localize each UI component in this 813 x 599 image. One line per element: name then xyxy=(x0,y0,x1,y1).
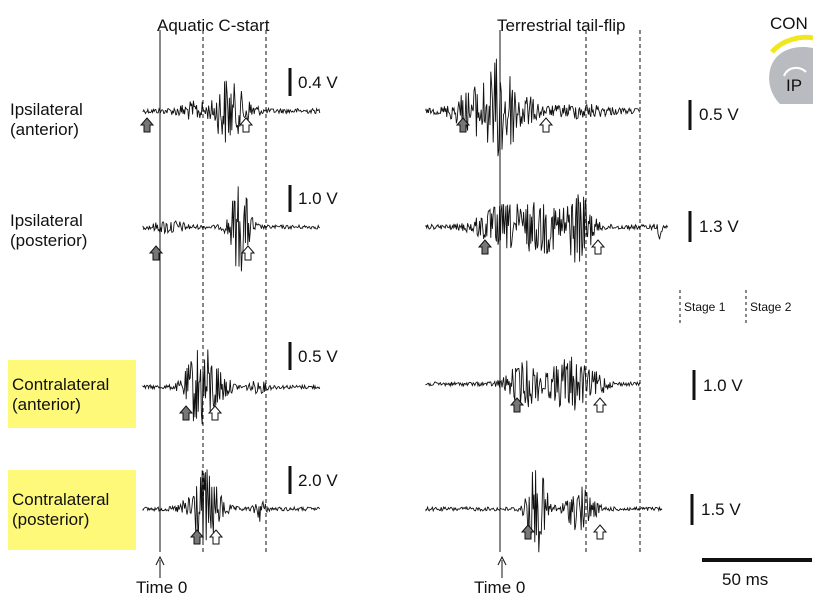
onset-arrow-open-15 xyxy=(592,524,608,540)
inset-ip-arc xyxy=(783,66,807,77)
row-label-line2: (posterior) xyxy=(12,510,90,529)
trace-terr-contra-ant xyxy=(425,356,641,411)
row-label-line2: (anterior) xyxy=(10,120,79,139)
onset-arrow-group xyxy=(139,117,608,545)
onset-arrow-open-7 xyxy=(208,529,224,545)
row-label-contralateral-anterior: Contralateral (anterior) xyxy=(12,375,109,415)
time-scale-label: 50 ms xyxy=(722,570,769,589)
scale-label-aquatic-r4: 2.0 V xyxy=(298,471,338,490)
scale-label-aquatic-r1: 0.4 V xyxy=(298,73,338,92)
body-position-inset xyxy=(769,34,813,104)
trace-aquatic-ipsi-post xyxy=(142,186,321,272)
onset-arrow-open-1 xyxy=(238,117,254,133)
onset-arrow-filled-6 xyxy=(189,529,205,545)
trace-aquatic-contra-ant xyxy=(142,349,321,425)
row-label-line1: Contralateral xyxy=(12,490,110,509)
onset-arrow-filled-4 xyxy=(178,405,194,421)
inset-con-arc xyxy=(770,34,813,54)
column-title-aquatic: Aquatic C-start xyxy=(157,16,270,35)
onset-arrow-open-5 xyxy=(207,405,223,421)
onset-arrow-open-3 xyxy=(240,245,256,261)
row-highlight-contralateral-anterior xyxy=(8,360,136,428)
trace-aquatic-ipsi-ant xyxy=(142,80,321,143)
stage-label-2: Stage 2 xyxy=(750,300,792,314)
column-title-terrestrial: Terrestrial tail-flip xyxy=(497,16,626,35)
trace-terr-ipsi-post xyxy=(425,194,669,263)
onset-arrow-open-13 xyxy=(592,397,608,413)
row-label-line1: Contralateral xyxy=(12,375,110,394)
scale-label-aquatic-r2: 1.0 V xyxy=(298,189,338,208)
onset-arrow-open-9 xyxy=(538,117,554,133)
row-highlight-contralateral-posterior xyxy=(8,470,136,550)
onset-arrow-open-11 xyxy=(590,239,606,255)
row-label-ipsilateral-posterior: Ipsilateral (posterior) xyxy=(10,211,87,251)
stage-label-1: Stage 1 xyxy=(684,300,726,314)
scale-label-terrestrial-r4: 1.5 V xyxy=(701,500,741,519)
row-label-line1: Ipsilateral xyxy=(10,100,83,119)
time-zero-label-aquatic: Time 0 xyxy=(136,578,188,597)
trace-terr-ipsi-ant xyxy=(425,58,641,157)
inset-label-ip: IP xyxy=(786,76,803,95)
emg-trace-group xyxy=(142,58,669,553)
onset-arrow-filled-8 xyxy=(455,117,471,133)
scale-label-terrestrial-r3: 1.0 V xyxy=(703,376,743,395)
scale-label-aquatic-r3: 0.5 V xyxy=(298,347,338,366)
inset-label-con: CON xyxy=(770,14,808,33)
row-label-ipsilateral-anterior: Ipsilateral (anterior) xyxy=(10,100,83,140)
onset-arrow-filled-14 xyxy=(520,524,536,540)
onset-arrow-filled-0 xyxy=(139,117,155,133)
row-label-line2: (anterior) xyxy=(12,395,81,414)
row-label-contralateral-posterior: Contralateral (posterior) xyxy=(12,490,109,530)
time-zero-label-terrestrial: Time 0 xyxy=(474,578,526,597)
onset-arrow-filled-2 xyxy=(148,245,164,261)
time-zero-arrow-terrestrial xyxy=(497,555,507,578)
scale-label-terrestrial-r1: 0.5 V xyxy=(699,105,739,124)
row-label-line2: (posterior) xyxy=(10,231,88,250)
trace-aquatic-contra-post xyxy=(142,469,321,544)
onset-arrow-filled-10 xyxy=(477,239,493,255)
onset-arrow-filled-12 xyxy=(509,397,525,413)
trace-terr-contra-post xyxy=(425,470,663,553)
row-label-line1: Ipsilateral xyxy=(10,211,83,230)
inset-body-shape xyxy=(769,46,813,104)
scale-label-terrestrial-r2: 1.3 V xyxy=(699,217,739,236)
time-zero-arrow-aquatic xyxy=(155,555,165,578)
